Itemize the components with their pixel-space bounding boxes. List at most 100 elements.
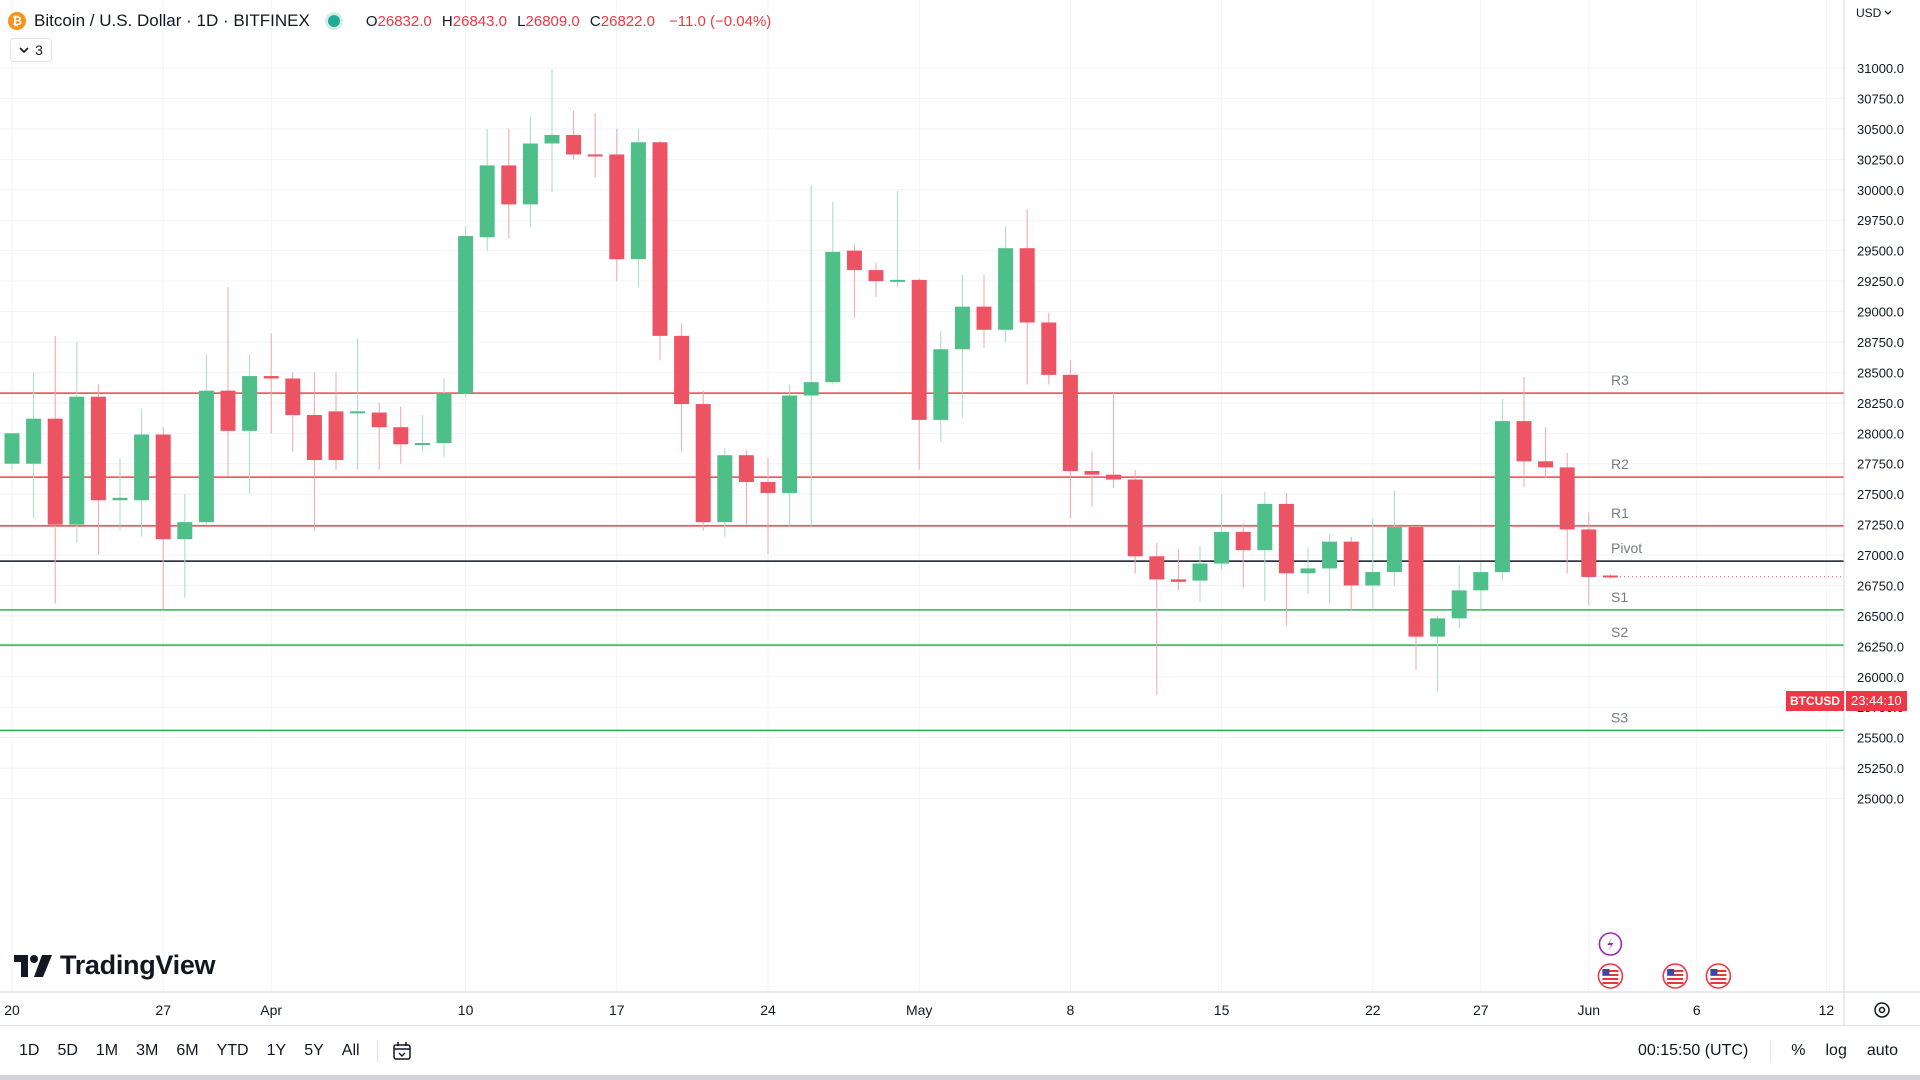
- range-5y-button[interactable]: 5Y: [297, 1038, 331, 1064]
- time-axis-label[interactable]: 17: [609, 1002, 625, 1018]
- candle-body[interactable]: [1149, 556, 1165, 580]
- candle-body[interactable]: [1408, 527, 1424, 637]
- candle-body[interactable]: [90, 396, 106, 501]
- price-axis-label[interactable]: 26000.0: [1857, 670, 1904, 685]
- candle-body[interactable]: [911, 279, 927, 420]
- candle-body[interactable]: [393, 427, 409, 445]
- time-axis-label[interactable]: 15: [1214, 1002, 1230, 1018]
- time-axis-label[interactable]: 27: [155, 1002, 171, 1018]
- candle-body[interactable]: [1257, 503, 1273, 551]
- price-axis-label[interactable]: 31000.0: [1857, 61, 1904, 76]
- candle-body[interactable]: [306, 415, 322, 461]
- price-axis-label[interactable]: 30000.0: [1857, 183, 1904, 198]
- price-axis-label[interactable]: 30750.0: [1857, 91, 1904, 106]
- percent-scale-button[interactable]: %: [1783, 1038, 1813, 1064]
- go-to-date-button[interactable]: [388, 1037, 416, 1065]
- gear-icon[interactable]: [1874, 1002, 1890, 1018]
- price-axis-label[interactable]: 28500.0: [1857, 365, 1904, 380]
- indicators-toggle-button[interactable]: 3: [10, 38, 52, 62]
- price-axis-label[interactable]: 27500.0: [1857, 487, 1904, 502]
- symbol-title[interactable]: Bitcoin / U.S. Dollar · 1D · BITFINEX: [34, 11, 310, 30]
- time-axis-label[interactable]: 6: [1693, 1002, 1701, 1018]
- auto-scale-button[interactable]: auto: [1859, 1038, 1906, 1064]
- candle-body[interactable]: [501, 165, 517, 205]
- candle-body[interactable]: [4, 433, 20, 464]
- candle-body[interactable]: [458, 236, 474, 394]
- price-axis-label[interactable]: 30250.0: [1857, 152, 1904, 167]
- candle-body[interactable]: [479, 165, 495, 238]
- candle-body[interactable]: [1235, 531, 1251, 551]
- candle-body[interactable]: [242, 376, 258, 431]
- time-axis-label[interactable]: 12: [1819, 1002, 1835, 1018]
- candle-body[interactable]: [1278, 503, 1294, 574]
- candle-body[interactable]: [803, 382, 819, 396]
- candle-body[interactable]: [1322, 541, 1338, 569]
- time-axis-label[interactable]: 27: [1473, 1002, 1489, 1018]
- candle-body[interactable]: [976, 306, 992, 330]
- range-ytd-button[interactable]: YTD: [210, 1038, 256, 1064]
- candle-body[interactable]: [1559, 467, 1575, 530]
- candle-body[interactable]: [155, 434, 171, 540]
- time-axis-label[interactable]: Jun: [1578, 1002, 1601, 1018]
- candle-body[interactable]: [1538, 461, 1554, 468]
- candle-body[interactable]: [566, 134, 582, 155]
- candle-body[interactable]: [587, 154, 603, 157]
- range-5d-button[interactable]: 5D: [50, 1038, 84, 1064]
- candle-body[interactable]: [1106, 474, 1122, 480]
- time-axis-label[interactable]: May: [906, 1002, 932, 1018]
- candle-body[interactable]: [69, 396, 85, 525]
- price-axis-label[interactable]: 28250.0: [1857, 396, 1904, 411]
- candle-body[interactable]: [436, 393, 452, 444]
- time-axis-label[interactable]: 24: [760, 1002, 776, 1018]
- candle-body[interactable]: [954, 306, 970, 350]
- candle-body[interactable]: [1343, 541, 1359, 586]
- price-axis-label[interactable]: 25000.0: [1857, 792, 1904, 807]
- price-axis-label[interactable]: 28000.0: [1857, 426, 1904, 441]
- price-axis-label[interactable]: 26750.0: [1857, 578, 1904, 593]
- price-axis-label[interactable]: 29750.0: [1857, 213, 1904, 228]
- price-axis-label[interactable]: 25500.0: [1857, 731, 1904, 746]
- time-axis-label[interactable]: Apr: [260, 1002, 282, 1018]
- candle-body[interactable]: [1516, 421, 1532, 462]
- candle-body[interactable]: [868, 270, 884, 282]
- candle-body[interactable]: [1386, 527, 1402, 573]
- price-axis-label[interactable]: 29000.0: [1857, 305, 1904, 320]
- candle-body[interactable]: [933, 349, 949, 420]
- range-1d-button[interactable]: 1D: [12, 1038, 46, 1064]
- utc-clock[interactable]: 00:15:50 (UTC): [1638, 1041, 1749, 1059]
- candle-body[interactable]: [328, 411, 344, 461]
- price-axis-label[interactable]: 26500.0: [1857, 609, 1904, 624]
- candle-body[interactable]: [1192, 563, 1208, 581]
- time-axis-label[interactable]: 8: [1067, 1002, 1075, 1018]
- candle-body[interactable]: [1602, 575, 1618, 578]
- candle-body[interactable]: [1494, 421, 1510, 573]
- candle-body[interactable]: [1170, 579, 1186, 582]
- candle-body[interactable]: [47, 418, 63, 525]
- candle-body[interactable]: [1062, 374, 1078, 472]
- candle-body[interactable]: [1365, 572, 1381, 586]
- range-6m-button[interactable]: 6M: [169, 1038, 205, 1064]
- candle-body[interactable]: [220, 390, 236, 431]
- candle-body[interactable]: [782, 395, 798, 493]
- price-axis-label[interactable]: 27000.0: [1857, 548, 1904, 563]
- candle-body[interactable]: [1430, 618, 1446, 637]
- price-axis-label[interactable]: 27250.0: [1857, 518, 1904, 533]
- candle-body[interactable]: [1473, 572, 1489, 591]
- candle-body[interactable]: [890, 279, 906, 282]
- candle-body[interactable]: [414, 443, 430, 446]
- candle-body[interactable]: [1451, 590, 1467, 619]
- candle-body[interactable]: [1214, 531, 1230, 564]
- candle-body[interactable]: [695, 404, 711, 523]
- tradingview-logo[interactable]: TradingView: [14, 950, 216, 981]
- candle-body[interactable]: [609, 154, 625, 260]
- range-all-button[interactable]: All: [335, 1038, 367, 1064]
- candle-body[interactable]: [350, 411, 366, 414]
- price-axis-label[interactable]: 27750.0: [1857, 457, 1904, 472]
- candle-body[interactable]: [371, 412, 387, 428]
- price-axis-label[interactable]: 28750.0: [1857, 335, 1904, 350]
- candle-body[interactable]: [522, 143, 538, 205]
- candle-body[interactable]: [1084, 471, 1100, 475]
- candle-body[interactable]: [1019, 248, 1035, 323]
